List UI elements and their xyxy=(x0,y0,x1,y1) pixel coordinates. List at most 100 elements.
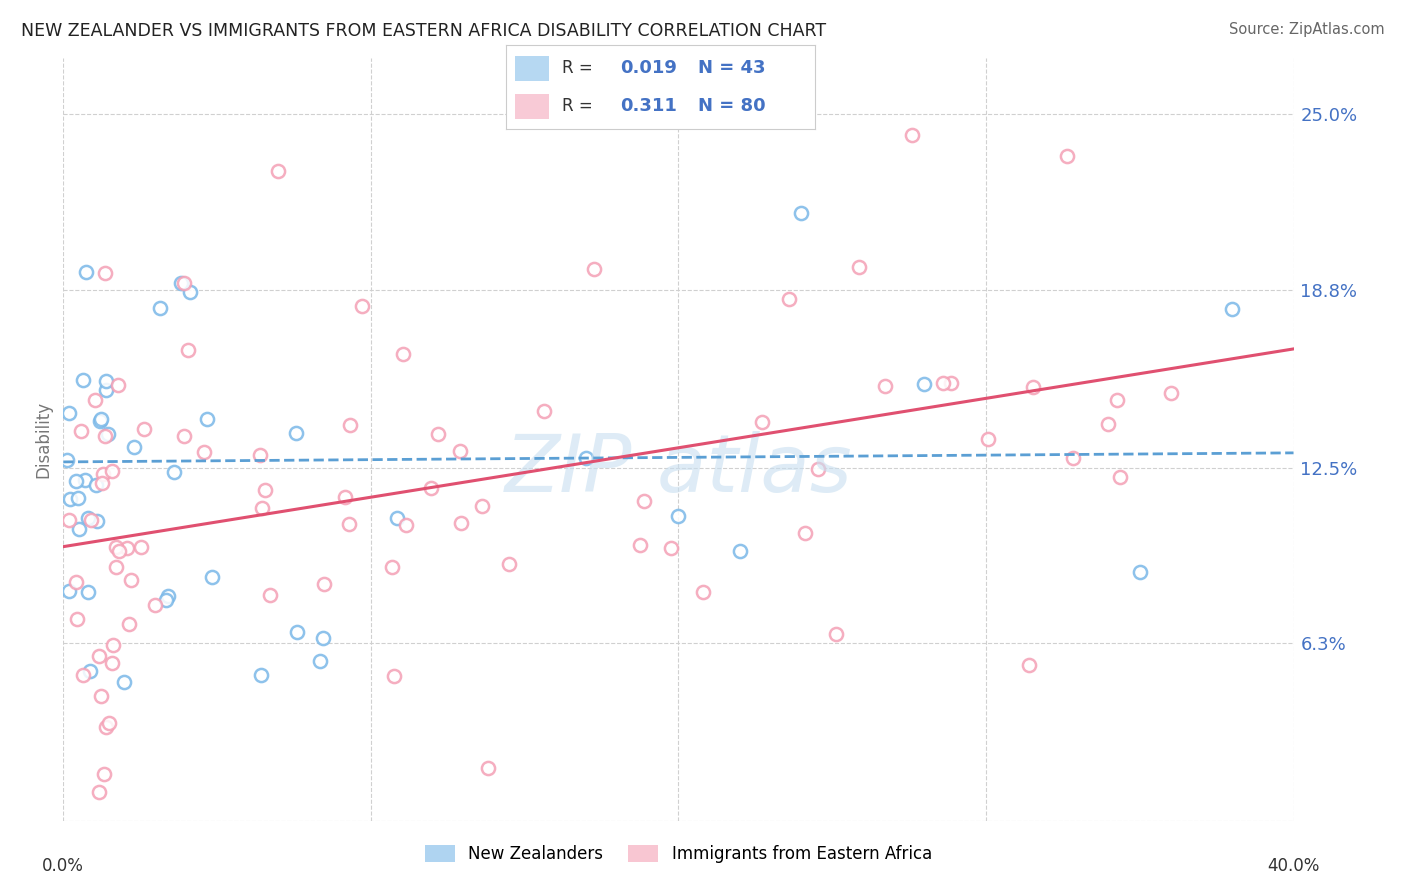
Point xyxy=(1160,386,1182,401)
Point xyxy=(350,299,373,313)
Point xyxy=(98,716,121,731)
Point xyxy=(449,444,471,458)
Point xyxy=(259,588,281,602)
Point xyxy=(112,675,135,690)
Point xyxy=(1056,149,1078,163)
Point xyxy=(96,720,118,734)
Bar xyxy=(516,94,550,120)
Point xyxy=(873,379,896,393)
Point xyxy=(477,761,499,775)
Point xyxy=(391,347,413,361)
Point xyxy=(901,128,924,143)
Point xyxy=(173,276,195,290)
Point xyxy=(173,429,195,443)
Point xyxy=(94,384,117,398)
Point xyxy=(58,512,80,526)
Point xyxy=(249,448,271,462)
Point xyxy=(107,377,129,392)
Point xyxy=(76,511,98,525)
Point xyxy=(179,285,201,299)
Point xyxy=(90,412,112,426)
Point xyxy=(66,612,89,626)
Point xyxy=(253,483,276,498)
Point xyxy=(252,501,274,516)
Point xyxy=(659,541,682,556)
Point xyxy=(498,558,520,572)
Point xyxy=(1018,658,1040,673)
Point xyxy=(382,669,405,683)
Point xyxy=(790,206,813,220)
Point xyxy=(333,490,356,504)
Point xyxy=(84,392,107,407)
Point xyxy=(1022,379,1045,393)
Point xyxy=(533,404,555,418)
Point xyxy=(312,577,335,591)
Point xyxy=(285,625,308,640)
Point xyxy=(977,432,1000,446)
Point xyxy=(195,412,218,426)
Point xyxy=(79,664,101,678)
Point xyxy=(122,440,145,454)
Point xyxy=(75,473,97,487)
Point xyxy=(666,508,689,523)
Point xyxy=(381,560,404,574)
Point xyxy=(267,164,290,178)
Point xyxy=(117,541,139,555)
Point xyxy=(575,451,598,466)
Point xyxy=(101,638,124,652)
Point xyxy=(104,540,127,554)
Point xyxy=(157,589,180,603)
Text: 0.019: 0.019 xyxy=(620,60,678,78)
Point xyxy=(914,377,936,392)
Point xyxy=(1062,450,1084,465)
Point xyxy=(470,499,492,513)
Y-axis label: Disability: Disability xyxy=(34,401,52,478)
Point xyxy=(66,491,89,505)
Point xyxy=(120,573,142,587)
Point xyxy=(155,592,177,607)
Point xyxy=(1097,417,1119,432)
Text: N = 80: N = 80 xyxy=(697,97,765,115)
Point xyxy=(794,525,817,540)
Point xyxy=(751,415,773,429)
Point xyxy=(65,575,87,590)
Point xyxy=(848,260,870,274)
Text: R =: R = xyxy=(562,97,598,115)
Point xyxy=(59,491,82,506)
Point xyxy=(339,417,361,432)
Point xyxy=(96,374,118,388)
Text: R =: R = xyxy=(562,60,598,78)
Point xyxy=(84,478,107,492)
Point xyxy=(143,598,166,612)
Point xyxy=(80,512,103,526)
Point xyxy=(163,465,186,479)
Point xyxy=(337,516,360,531)
Point xyxy=(395,517,418,532)
Point xyxy=(77,584,100,599)
Point xyxy=(58,583,80,598)
Text: 0.0%: 0.0% xyxy=(42,857,84,875)
Point xyxy=(177,343,200,357)
Point xyxy=(1220,302,1243,317)
Point xyxy=(939,376,962,391)
Point xyxy=(89,414,111,428)
Point xyxy=(312,631,335,645)
Point xyxy=(692,584,714,599)
Point xyxy=(93,767,115,781)
Point xyxy=(75,265,97,279)
Point xyxy=(427,427,450,442)
Point xyxy=(807,462,830,476)
Point xyxy=(65,474,87,488)
Text: NEW ZEALANDER VS IMMIGRANTS FROM EASTERN AFRICA DISABILITY CORRELATION CHART: NEW ZEALANDER VS IMMIGRANTS FROM EASTERN… xyxy=(21,22,827,40)
Point xyxy=(86,514,108,528)
Point xyxy=(87,649,110,664)
Point xyxy=(633,494,655,508)
Point xyxy=(69,424,91,438)
Point xyxy=(87,785,110,799)
Point xyxy=(105,560,128,574)
Text: 40.0%: 40.0% xyxy=(1267,857,1320,875)
Bar xyxy=(516,55,550,81)
Point xyxy=(91,475,114,490)
Point xyxy=(97,426,120,441)
Point xyxy=(149,301,172,315)
